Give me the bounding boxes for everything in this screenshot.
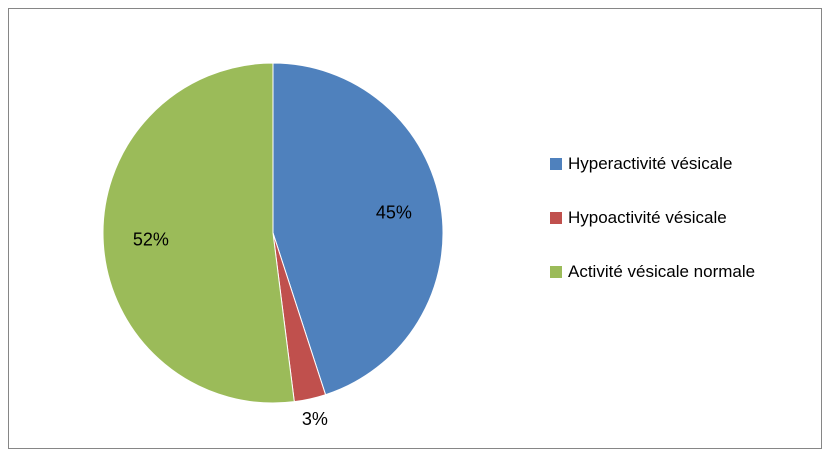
legend: Hyperactivité vésicale Hypoactivité vésic…	[550, 150, 810, 312]
pie-slice	[102, 62, 295, 404]
legend-label: Hyperactivité vésicale	[568, 154, 733, 173]
legend-swatch	[550, 212, 562, 224]
legend-label: Activité vésicale normale	[568, 262, 756, 281]
legend-item: Hypoactivité vésicale	[550, 204, 810, 232]
legend-item: Activité vésicale normale	[550, 258, 810, 286]
pie-slice	[272, 62, 444, 396]
data-label: 52%	[133, 229, 169, 249]
legend-item: Hyperactivité vésicale	[550, 150, 810, 178]
data-label: 3%	[302, 409, 328, 429]
legend-swatch	[550, 266, 562, 278]
legend-swatch	[550, 158, 562, 170]
data-label: 45%	[376, 203, 412, 223]
legend-label: Hypoactivité vésicale	[568, 208, 727, 227]
